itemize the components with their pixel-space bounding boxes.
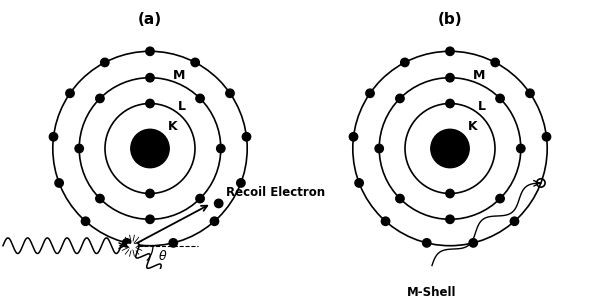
Circle shape bbox=[131, 129, 169, 168]
Circle shape bbox=[82, 217, 90, 225]
Circle shape bbox=[542, 132, 551, 141]
Circle shape bbox=[96, 94, 104, 103]
Circle shape bbox=[242, 132, 251, 141]
Circle shape bbox=[446, 99, 454, 108]
Text: K: K bbox=[467, 119, 478, 132]
Circle shape bbox=[446, 189, 454, 198]
Text: M-Shell
Vacancy: M-Shell Vacancy bbox=[405, 287, 459, 297]
Text: L: L bbox=[178, 99, 186, 113]
Circle shape bbox=[526, 89, 534, 97]
Circle shape bbox=[226, 89, 234, 97]
Circle shape bbox=[66, 89, 74, 97]
Circle shape bbox=[169, 239, 178, 247]
Circle shape bbox=[101, 58, 109, 67]
Circle shape bbox=[396, 194, 404, 203]
Text: M: M bbox=[173, 69, 185, 82]
Circle shape bbox=[375, 144, 383, 153]
Text: $\theta$: $\theta$ bbox=[158, 249, 168, 263]
Circle shape bbox=[191, 58, 199, 67]
Text: (a): (a) bbox=[138, 12, 162, 27]
Circle shape bbox=[517, 144, 525, 153]
Circle shape bbox=[214, 199, 223, 208]
Circle shape bbox=[469, 239, 478, 247]
Circle shape bbox=[146, 47, 154, 56]
Circle shape bbox=[196, 94, 204, 103]
Circle shape bbox=[122, 239, 131, 247]
Circle shape bbox=[196, 194, 204, 203]
Circle shape bbox=[366, 89, 374, 97]
Circle shape bbox=[75, 144, 83, 153]
Circle shape bbox=[446, 215, 454, 224]
Circle shape bbox=[146, 73, 154, 82]
Circle shape bbox=[146, 99, 154, 108]
Circle shape bbox=[496, 194, 504, 203]
Circle shape bbox=[355, 179, 364, 187]
Circle shape bbox=[236, 179, 245, 187]
Circle shape bbox=[431, 129, 469, 168]
Circle shape bbox=[217, 144, 225, 153]
Text: L: L bbox=[478, 99, 486, 113]
Circle shape bbox=[401, 58, 409, 67]
Circle shape bbox=[210, 217, 218, 225]
Circle shape bbox=[496, 94, 504, 103]
Circle shape bbox=[382, 217, 390, 225]
Text: K: K bbox=[167, 119, 178, 132]
Circle shape bbox=[491, 58, 499, 67]
Circle shape bbox=[446, 47, 454, 56]
Circle shape bbox=[510, 217, 518, 225]
Circle shape bbox=[422, 239, 431, 247]
Text: (b): (b) bbox=[437, 12, 463, 27]
Circle shape bbox=[96, 194, 104, 203]
Circle shape bbox=[146, 215, 154, 224]
Circle shape bbox=[349, 132, 358, 141]
Circle shape bbox=[49, 132, 58, 141]
Circle shape bbox=[146, 189, 154, 198]
Circle shape bbox=[55, 179, 64, 187]
Text: Recoil Electron: Recoil Electron bbox=[226, 186, 326, 199]
Text: M: M bbox=[473, 69, 485, 82]
Circle shape bbox=[396, 94, 404, 103]
Circle shape bbox=[446, 73, 454, 82]
